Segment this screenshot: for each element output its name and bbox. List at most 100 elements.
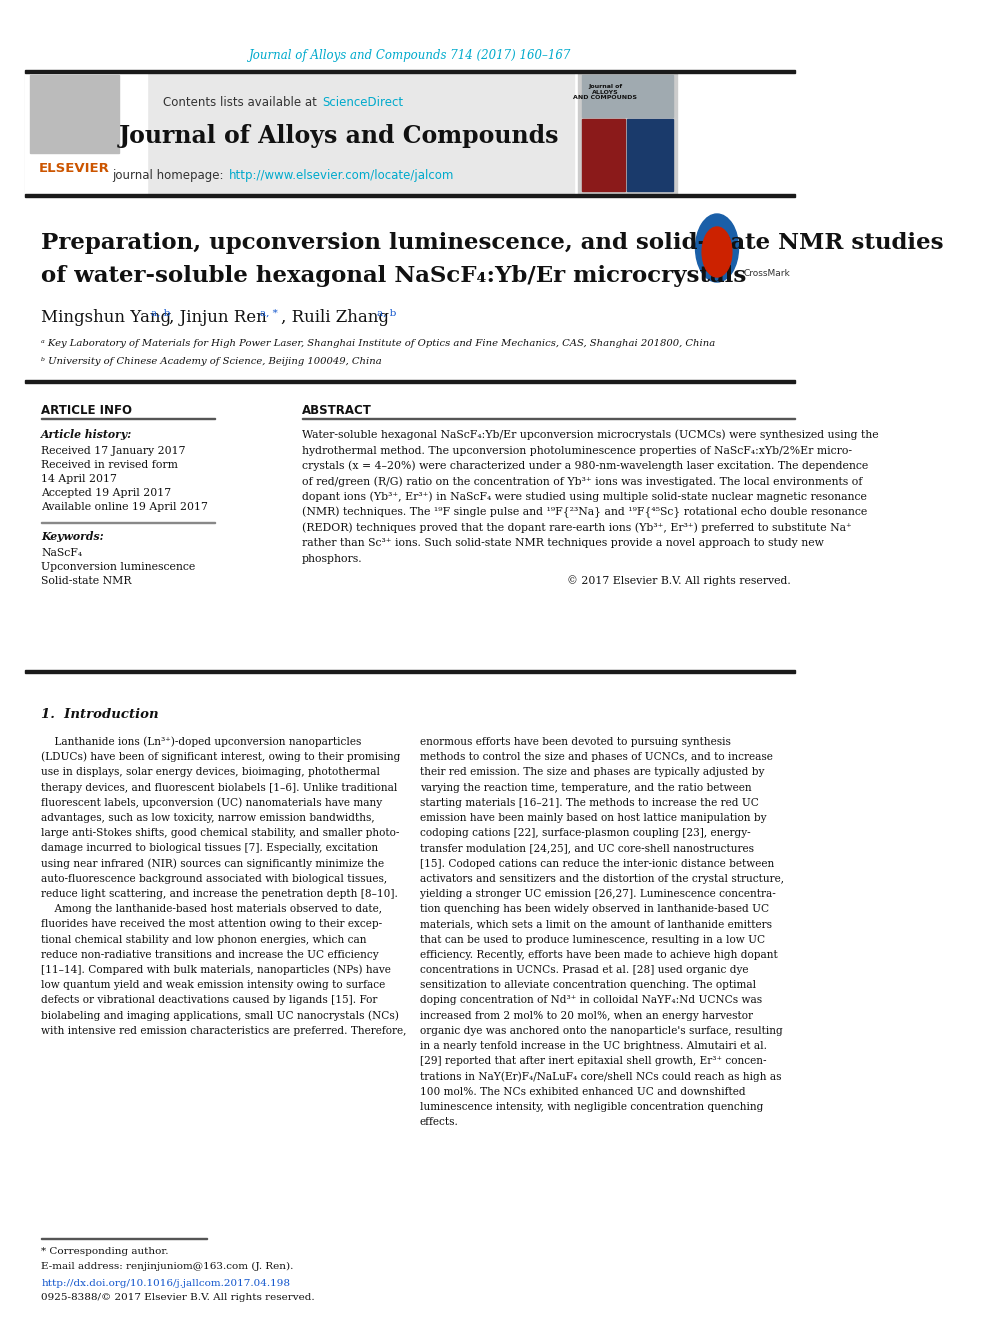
Text: © 2017 Elsevier B.V. All rights reserved.: © 2017 Elsevier B.V. All rights reserved…: [566, 576, 791, 586]
Text: phosphors.: phosphors.: [302, 554, 362, 564]
Text: Available online 19 April 2017: Available online 19 April 2017: [42, 501, 208, 512]
Text: yielding a stronger UC emission [26,27]. Luminescence concentra-: yielding a stronger UC emission [26,27].…: [420, 889, 776, 900]
Text: ELSEVIER: ELSEVIER: [39, 161, 110, 175]
Text: trations in NaY(Er)F₄/NaLuF₄ core/shell NCs could reach as high as: trations in NaY(Er)F₄/NaLuF₄ core/shell …: [420, 1072, 781, 1082]
Text: auto-fluorescence background associated with biological tissues,: auto-fluorescence background associated …: [42, 873, 388, 884]
Text: Journal of
ALLOYS
AND COMPOUNDS: Journal of ALLOYS AND COMPOUNDS: [573, 83, 638, 101]
Text: large anti-Stokes shifts, good chemical stability, and smaller photo-: large anti-Stokes shifts, good chemical …: [42, 828, 400, 839]
Text: Article history:: Article history:: [42, 430, 133, 441]
Text: a, b: a, b: [378, 308, 397, 318]
Text: ABSTRACT: ABSTRACT: [302, 404, 371, 417]
Text: 14 April 2017: 14 April 2017: [42, 474, 117, 484]
Text: ᵇ University of Chinese Academy of Science, Beijing 100049, China: ᵇ University of Chinese Academy of Scien…: [42, 356, 382, 365]
Text: low quantum yield and weak emission intensity owing to surface: low quantum yield and weak emission inte…: [42, 980, 386, 990]
Text: ARTICLE INFO: ARTICLE INFO: [42, 404, 132, 417]
Text: * Corresponding author.: * Corresponding author.: [42, 1248, 169, 1257]
Text: effects.: effects.: [420, 1117, 458, 1127]
Text: increased from 2 mol% to 20 mol%, when an energy harvestor: increased from 2 mol% to 20 mol%, when a…: [420, 1011, 753, 1020]
Text: NaScF₄: NaScF₄: [42, 548, 82, 558]
Bar: [627, 119, 674, 191]
Text: doping concentration of Nd³⁺ in colloidal NaYF₄:Nd UCNCs was: doping concentration of Nd³⁺ in colloida…: [420, 995, 762, 1005]
Bar: [25, 71, 147, 194]
Bar: [25, 669, 795, 673]
Text: reduce non-radiative transitions and increase the UC efficiency: reduce non-radiative transitions and inc…: [42, 950, 379, 959]
Text: transfer modulation [24,25], and UC core-shell nanostructures: transfer modulation [24,25], and UC core…: [420, 843, 754, 853]
Text: http://dx.doi.org/10.1016/j.jallcom.2017.04.198: http://dx.doi.org/10.1016/j.jallcom.2017…: [42, 1278, 291, 1287]
Text: 0925-8388/© 2017 Elsevier B.V. All rights reserved.: 0925-8388/© 2017 Elsevier B.V. All right…: [42, 1294, 314, 1303]
Bar: [25, 380, 795, 382]
Text: CrossMark: CrossMark: [743, 270, 791, 279]
Text: Solid-state NMR: Solid-state NMR: [42, 576, 132, 586]
Text: using near infrared (NIR) sources can significantly minimize the: using near infrared (NIR) sources can si…: [42, 859, 385, 869]
Text: emission have been mainly based on host lattice manipulation by: emission have been mainly based on host …: [420, 814, 766, 823]
Text: , Jinjun Ren: , Jinjun Ren: [170, 310, 267, 327]
Text: therapy devices, and fluorescent biolabels [1–6]. Unlike traditional: therapy devices, and fluorescent biolabe…: [42, 783, 398, 792]
Bar: [25, 70, 795, 73]
Text: Upconversion luminescence: Upconversion luminescence: [42, 562, 195, 572]
Text: Received in revised form: Received in revised form: [42, 460, 179, 470]
Text: tional chemical stability and low phonon energies, which can: tional chemical stability and low phonon…: [42, 934, 367, 945]
Text: varying the reaction time, temperature, and the ratio between: varying the reaction time, temperature, …: [420, 783, 751, 792]
Text: Water-soluble hexagonal NaScF₄:Yb/Er upconversion microcrystals (UCMCs) were syn: Water-soluble hexagonal NaScF₄:Yb/Er upc…: [302, 430, 878, 441]
Text: Among the lanthanide-based host materials observed to date,: Among the lanthanide-based host material…: [42, 904, 382, 914]
Text: Contents lists available at: Contents lists available at: [163, 97, 320, 110]
Text: http://www.elsevier.com/locate/jalcom: http://www.elsevier.com/locate/jalcom: [229, 168, 454, 181]
Bar: [25, 71, 574, 194]
Ellipse shape: [695, 214, 738, 282]
Text: advantages, such as low toxicity, narrow emission bandwidths,: advantages, such as low toxicity, narrow…: [42, 814, 375, 823]
Text: crystals (x = 4–20%) were characterized under a 980-nm-wavelength laser excitati: crystals (x = 4–20%) were characterized …: [302, 460, 868, 471]
Text: hydrothermal method. The upconversion photoluminescence properties of NaScF₄:xYb: hydrothermal method. The upconversion ph…: [302, 446, 851, 455]
Text: concentrations in UCNCs. Prasad et al. [28] used organic dye: concentrations in UCNCs. Prasad et al. […: [420, 964, 748, 975]
Bar: [25, 194, 795, 197]
Text: of water-soluble hexagonal NaScF₄:Yb/Er microcrystals: of water-soluble hexagonal NaScF₄:Yb/Er …: [42, 265, 747, 287]
Text: (REDOR) techniques proved that the dopant rare-earth ions (Yb³⁺, Er³⁺) preferred: (REDOR) techniques proved that the dopan…: [302, 523, 851, 533]
Text: [11–14]. Compared with bulk materials, nanoparticles (NPs) have: [11–14]. Compared with bulk materials, n…: [42, 964, 391, 975]
Text: in a nearly tenfold increase in the UC brightness. Almutairi et al.: in a nearly tenfold increase in the UC b…: [420, 1041, 767, 1050]
Text: codoping cations [22], surface-plasmon coupling [23], energy-: codoping cations [22], surface-plasmon c…: [420, 828, 750, 839]
Text: [15]. Codoped cations can reduce the inter-ionic distance between: [15]. Codoped cations can reduce the int…: [420, 859, 774, 869]
Text: (LDUCs) have been of significant interest, owing to their promising: (LDUCs) have been of significant interes…: [42, 751, 401, 762]
Text: ScienceDirect: ScienceDirect: [322, 97, 404, 110]
Text: sensitization to alleviate concentration quenching. The optimal: sensitization to alleviate concentration…: [420, 980, 756, 990]
Text: Journal of Alloys and Compounds 714 (2017) 160–167: Journal of Alloys and Compounds 714 (201…: [249, 49, 571, 61]
Ellipse shape: [702, 228, 732, 277]
Text: ᵃ Key Laboratory of Materials for High Power Laser, Shanghai Institute of Optics: ᵃ Key Laboratory of Materials for High P…: [42, 340, 715, 348]
Text: Preparation, upconversion luminescence, and solid-state NMR studies: Preparation, upconversion luminescence, …: [42, 232, 944, 254]
Text: a, *: a, *: [260, 308, 278, 318]
Text: of red/green (R/G) ratio on the concentration of Yb³⁺ ions was investigated. The: of red/green (R/G) ratio on the concentr…: [302, 476, 862, 487]
Text: , Ruili Zhang: , Ruili Zhang: [281, 310, 389, 327]
Text: dopant ions (Yb³⁺, Er³⁺) in NaScF₄ were studied using multiple solid-state nucle: dopant ions (Yb³⁺, Er³⁺) in NaScF₄ were …: [302, 492, 866, 503]
Text: (NMR) techniques. The ¹⁹F single pulse and ¹⁹F{²³Na} and ¹⁹F{⁴⁵Sc} rotational ec: (NMR) techniques. The ¹⁹F single pulse a…: [302, 507, 867, 519]
Text: 100 mol%. The NCs exhibited enhanced UC and downshifted: 100 mol%. The NCs exhibited enhanced UC …: [420, 1086, 745, 1097]
Text: defects or vibrational deactivations caused by ligands [15]. For: defects or vibrational deactivations cau…: [42, 995, 378, 1005]
Text: damage incurred to biological tissues [7]. Especially, excitation: damage incurred to biological tissues [7…: [42, 843, 378, 853]
Text: tion quenching has been widely observed in lanthanide-based UC: tion quenching has been widely observed …: [420, 904, 769, 914]
Text: Accepted 19 April 2017: Accepted 19 April 2017: [42, 488, 172, 497]
Text: Mingshun Yang: Mingshun Yang: [42, 310, 172, 327]
Text: fluorescent labels, upconversion (UC) nanomaterials have many: fluorescent labels, upconversion (UC) na…: [42, 798, 383, 808]
Text: enormous efforts have been devoted to pursuing synthesis: enormous efforts have been devoted to pu…: [420, 737, 730, 747]
Text: use in displays, solar energy devices, bioimaging, photothermal: use in displays, solar energy devices, b…: [42, 767, 380, 778]
Text: starting materials [16–21]. The methods to increase the red UC: starting materials [16–21]. The methods …: [420, 798, 759, 808]
Bar: [582, 75, 674, 116]
Text: methods to control the size and phases of UCNCs, and to increase: methods to control the size and phases o…: [420, 753, 773, 762]
Text: journal homepage:: journal homepage:: [112, 168, 227, 181]
Text: Lanthanide ions (Ln³⁺)-doped upconversion nanoparticles: Lanthanide ions (Ln³⁺)-doped upconversio…: [42, 737, 362, 747]
Text: rather than Sc³⁺ ions. Such solid-state NMR techniques provide a novel approach : rather than Sc³⁺ ions. Such solid-state …: [302, 538, 823, 549]
Text: luminescence intensity, with negligible concentration quenching: luminescence intensity, with negligible …: [420, 1102, 763, 1111]
Text: that can be used to produce luminescence, resulting in a low UC: that can be used to produce luminescence…: [420, 934, 765, 945]
Text: Keywords:: Keywords:: [42, 532, 104, 542]
Text: efficiency. Recently, efforts have been made to achieve high dopant: efficiency. Recently, efforts have been …: [420, 950, 778, 959]
Text: Received 17 January 2017: Received 17 January 2017: [42, 446, 186, 456]
Text: Journal of Alloys and Compounds: Journal of Alloys and Compounds: [118, 124, 558, 148]
Text: a, b: a, b: [151, 308, 171, 318]
Bar: [582, 119, 625, 191]
Text: E-mail address: renjinjuniom@163.com (J. Ren).: E-mail address: renjinjuniom@163.com (J.…: [42, 1261, 294, 1270]
Bar: [578, 71, 678, 194]
Bar: [30, 75, 119, 153]
Text: [29] reported that after inert epitaxial shell growth, Er³⁺ concen-: [29] reported that after inert epitaxial…: [420, 1056, 766, 1066]
Text: 1.  Introduction: 1. Introduction: [42, 709, 159, 721]
Text: biolabeling and imaging applications, small UC nanocrystals (NCs): biolabeling and imaging applications, sm…: [42, 1011, 399, 1021]
Text: their red emission. The size and phases are typically adjusted by: their red emission. The size and phases …: [420, 767, 764, 778]
Text: reduce light scattering, and increase the penetration depth [8–10].: reduce light scattering, and increase th…: [42, 889, 398, 900]
